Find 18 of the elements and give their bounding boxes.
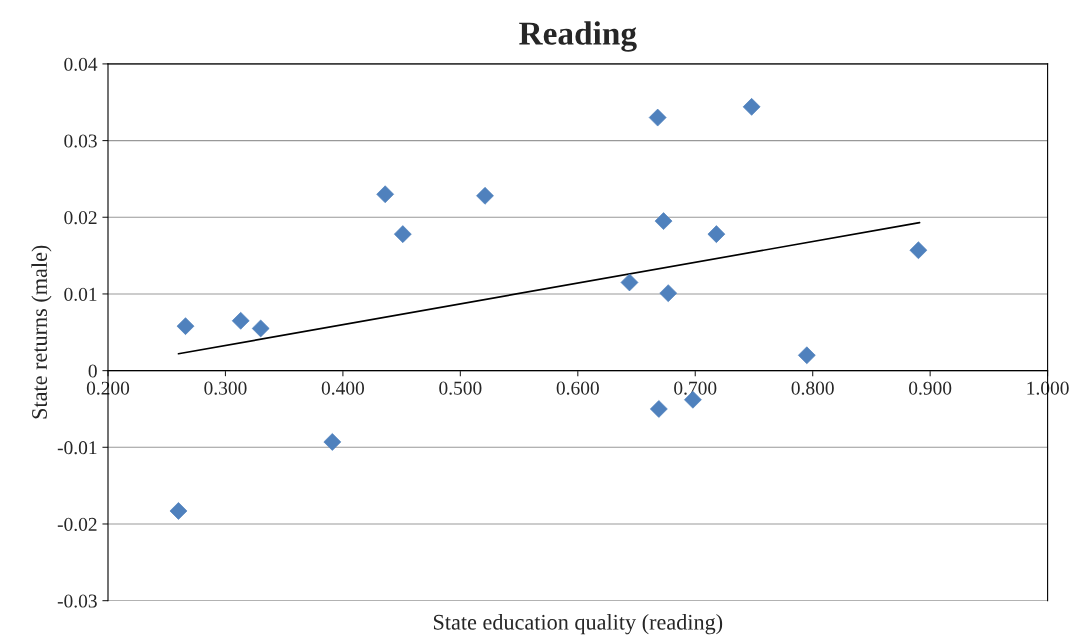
x-tick-label: 0.600 xyxy=(556,381,599,395)
chart-title: Reading xyxy=(519,21,637,52)
y-tick-label: -0.01 xyxy=(57,441,97,455)
x-tick-label: 0.800 xyxy=(791,381,834,395)
y-tick-label: -0.03 xyxy=(57,594,97,608)
y-tick-label: -0.02 xyxy=(57,517,97,531)
y-tick-label: 0.03 xyxy=(64,134,97,148)
y-tick-label: 0.02 xyxy=(64,211,97,225)
x-tick-label: 0.400 xyxy=(321,381,365,395)
y-axis-title: State returns (male) xyxy=(31,245,52,419)
y-tick-label: 0 xyxy=(88,364,97,378)
x-tick-label: 0.500 xyxy=(439,381,482,395)
x-tick-label: 0.300 xyxy=(204,381,247,395)
x-tick-label: 0.700 xyxy=(674,381,717,395)
y-tick-label: 0.04 xyxy=(64,57,98,71)
x-axis-title: State education quality (reading) xyxy=(433,614,723,635)
y-tick-label: 0.01 xyxy=(64,287,97,301)
x-tick-label: 0.900 xyxy=(909,381,952,395)
